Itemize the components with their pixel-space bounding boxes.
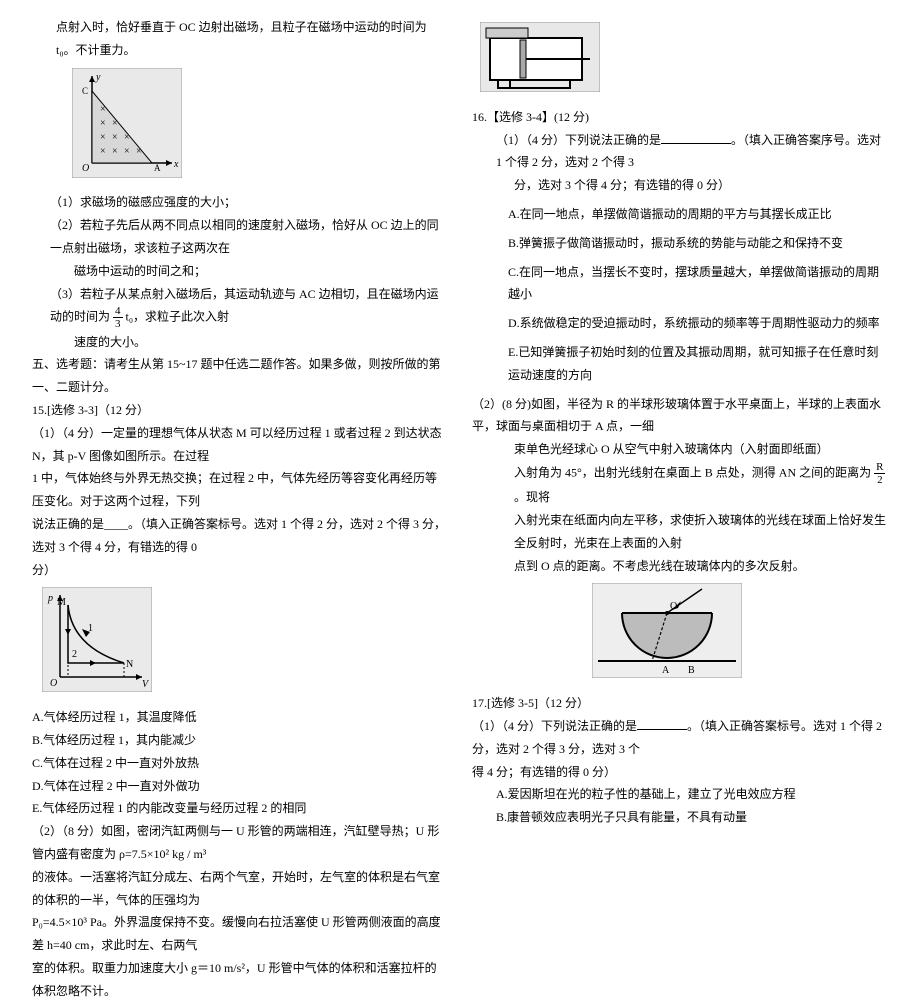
q3b: t₀，求粒子此次入射 [126,310,230,324]
svg-text:A: A [154,163,161,173]
s17-heading: 17.[选修 3-5]（12 分） [472,692,888,715]
opt-D: D.气体在过程 2 中一直对外做功 [32,775,448,798]
svg-text:B: B [688,665,695,676]
q3: （3）若粒子从某点射入磁场后，其运动轨迹与 AC 边相切，且在磁场内运动的时间为… [32,283,448,331]
s17q1c: 得 4 分；有选错的得 0 分） [472,761,888,784]
left-column: 点射入时，恰好垂直于 OC 边射出磁场，且粒子在磁场中运动的时间为 t₀。不计重… [20,16,460,635]
svg-text:p: p [47,593,53,604]
opt-E: E.气体经历过程 1 的内能改变量与经历过程 2 的相同 [32,797,448,820]
svg-text:×: × [124,146,130,157]
s15q2c: P₀=4.5×10³ Pa。外界温度保持不变。缓慢向右拉活塞使 U 形管两侧液面… [32,911,448,957]
s17q1a: （1）（4 分）下列说法正确的是 [472,719,637,733]
opt-C: C.气体在过程 2 中一直对外放热 [32,752,448,775]
svg-text:y: y [95,72,101,83]
svg-text:×: × [112,118,118,129]
s16q2c: 入射角为 45°，出射光线射在桌面上 B 点处，测得 AN 之间的距离为 [514,465,871,479]
s16-heading: 16.【选修 3-4】(12 分) [472,106,888,129]
s15q2b: 的液体。一活塞将汽缸分成左、右两个气室，开始时，左气室的体积是右气室的体积的一半… [32,866,448,912]
svg-text:M: M [57,597,66,608]
options-15-1: A.气体经历过程 1，其温度降低 B.气体经历过程 1，其内能减少 C.气体在过… [32,706,448,820]
svg-text:O: O [82,163,89,174]
svg-text:×: × [136,146,142,157]
r17B: B.康普顿效应表明光子只具有能量，不具有动量 [472,806,888,829]
s15q2d: 室的体积。取重力加速度大小 g＝10 m/s²，U 形管中气体的体积和活塞拉杆的… [32,957,448,1002]
q3a: （3）若粒子从某点射入磁场后，其运动轨迹与 AC 边相切，且在磁场内运动的时间为 [50,287,439,324]
s16q1a: （1）（4 分）下列说法正确的是 [496,133,661,147]
ropt-C: C.在同一地点，当摆长不变时，摆球质量越大，单摆做简谐振动的周期越小 [508,261,888,307]
svg-text:x: x [173,159,179,170]
s16q1: （1）（4 分）下列说法正确的是。（填入正确答案序号。选对 1 个得 2 分，选… [472,129,888,175]
q2b: 磁场中运动的时间之和； [32,260,448,283]
svg-text:N: N [126,659,133,670]
q1: （1）求磁场的磁感应强度的大小； [32,191,448,214]
s16q2d: 。现将 [514,490,550,504]
frac-4-3: 43 [113,305,123,330]
opt-A: A.气体经历过程 1，其温度降低 [32,706,448,729]
figure-hemisphere: O A B [592,583,888,686]
svg-text:×: × [112,132,118,143]
figure-pv: V p O 1 2 M N [42,587,448,700]
svg-text:×: × [100,118,106,129]
q2a: （2）若粒子先后从两不同点以相同的速度射入磁场，恰好从 OC 边上的同一点射出磁… [32,214,448,260]
ropt-B: B.弹簧振子做简谐振动时，振动系统的势能与动能之和保持不变 [508,232,888,255]
blank-17-1 [637,718,687,730]
svg-text:C: C [82,86,88,96]
s15q1c: 说法正确的是____。（填入正确答案标号。选对 1 个得 2 分，选对 2 个得… [32,513,448,559]
s15q1d: 分） [32,559,448,582]
section-5-heading: 五、选考题：请考生从第 15~17 题中任选二题作答。如果多做，则按所做的第一、… [32,353,448,399]
s16q2b: 束单色光经球心 O 从空气中射入玻璃体内（入射面即纸面） [472,438,888,461]
s15-heading: 15.[选修 3-3]（12 分） [32,399,448,422]
svg-text:×: × [100,146,106,157]
frac-R-2: R2 [874,461,885,486]
figure-cylinder [480,22,888,100]
r17A: A.爱因斯坦在光的粒子性的基础上，建立了光电效应方程 [472,783,888,806]
s16q2f: 点到 O 点的距离。不考虑光线在玻璃体内的多次反射。 [472,555,888,578]
options-16-1: A.在同一地点，单摆做简谐振动的周期的平方与其摆长成正比 B.弹簧振子做简谐振动… [472,203,888,387]
s15q1b: 1 中，气体始终与外界无热交换；在过程 2 中，气体先经历等容变化再经历等压变化… [32,467,448,513]
ropt-D: D.系统做稳定的受迫振动时，系统振动的频率等于周期性驱动力的频率 [508,312,888,335]
s16q1c: 分，选对 3 个得 4 分；有选错的得 0 分） [472,174,888,197]
para-intro: 点射入时，恰好垂直于 OC 边射出磁场，且粒子在磁场中运动的时间为 t₀。不计重… [32,16,448,62]
s17q1: （1）（4 分）下列说法正确的是。（填入正确答案标号。选对 1 个得 2 分，选… [472,715,888,761]
ropt-A: A.在同一地点，单摆做简谐振动的周期的平方与其摆长成正比 [508,203,888,226]
s16q2a: （2）(8 分)如图，半径为 R 的半球形玻璃体置于水平桌面上，半球的上表面水平… [472,393,888,439]
ropt-E: E.已知弹簧振子初始时刻的位置及其振动周期，就可知振子在任意时刻运动速度的方向 [508,341,888,387]
svg-text:×: × [100,132,106,143]
s16q2line: 入射角为 45°，出射光线射在桌面上 B 点处，测得 AN 之间的距离为 R2 … [472,461,888,509]
right-column: 16.【选修 3-4】(12 分) （1）（4 分）下列说法正确的是。（填入正确… [460,16,900,635]
blank-16-1 [661,132,731,144]
svg-text:O: O [50,678,57,689]
q3c: 速度的大小。 [32,331,448,354]
svg-text:×: × [124,132,130,143]
svg-text:A: A [662,665,670,676]
s15q2a: （2）（8 分）如图，密闭汽缸两侧与一 U 形管的两端相连，汽缸壁导热；U 形管… [32,820,448,866]
opt-B: B.气体经历过程 1，其内能减少 [32,729,448,752]
s16q2e: 入射光束在纸面内向左平移，求使折入玻璃体的光线在球面上恰好发生全反射时，光束在上… [472,509,888,555]
figure-magfield: x y C A O × × × × × × × × × × [72,68,448,186]
svg-text:×: × [112,146,118,157]
svg-text:×: × [100,104,106,115]
s15q1a: （1）（4 分）一定量的理想气体从状态 M 可以经历过程 1 或者过程 2 到达… [32,422,448,468]
